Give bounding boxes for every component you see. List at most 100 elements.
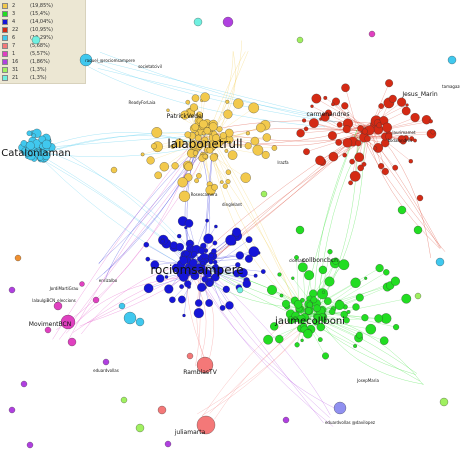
cluster-node[interactable] xyxy=(340,310,348,319)
outlier-node[interactable] xyxy=(8,406,16,414)
outlier-node[interactable] xyxy=(260,190,268,198)
outlier-node[interactable] xyxy=(196,356,214,374)
outlier-node[interactable] xyxy=(368,30,376,38)
cluster-node[interactable] xyxy=(385,79,394,88)
cluster-node[interactable] xyxy=(317,288,328,300)
cluster-node[interactable] xyxy=(346,310,351,314)
cluster-node[interactable] xyxy=(203,233,214,244)
cluster-node[interactable] xyxy=(242,279,251,288)
hub-core-node[interactable] xyxy=(292,317,299,323)
cluster-node[interactable] xyxy=(322,352,329,360)
cluster-node[interactable] xyxy=(361,128,368,135)
cluster-node[interactable] xyxy=(332,257,340,265)
outlier-node[interactable] xyxy=(14,254,22,262)
cluster-node[interactable] xyxy=(263,334,273,345)
cluster-node[interactable] xyxy=(357,125,364,132)
cluster-node[interactable] xyxy=(316,322,325,332)
cluster-node[interactable] xyxy=(224,149,229,153)
hub-core-node[interactable] xyxy=(195,263,203,271)
cluster-node[interactable] xyxy=(378,163,385,170)
cluster-node[interactable] xyxy=(303,148,310,156)
hub-core-node[interactable] xyxy=(198,247,206,255)
hub-core-node[interactable] xyxy=(219,132,227,140)
cluster-node[interactable] xyxy=(233,98,244,109)
outlier-node[interactable] xyxy=(20,380,28,388)
outlier-node[interactable] xyxy=(164,440,172,448)
cluster-node[interactable] xyxy=(211,248,217,254)
cluster-node[interactable] xyxy=(350,277,361,288)
cluster-node[interactable] xyxy=(223,109,233,119)
hub-core-node[interactable] xyxy=(175,268,182,275)
cluster-node[interactable] xyxy=(256,123,266,133)
hub-core-node[interactable] xyxy=(306,301,313,308)
hub-core-node[interactable] xyxy=(304,307,313,315)
cluster-node[interactable] xyxy=(378,103,385,109)
outlier-node[interactable] xyxy=(53,301,63,311)
cluster-node[interactable] xyxy=(342,125,351,134)
cluster-node[interactable] xyxy=(178,295,186,304)
cluster-node[interactable] xyxy=(159,162,169,172)
hub-core-node[interactable] xyxy=(206,146,214,154)
cluster-node[interactable] xyxy=(225,169,232,175)
cluster-node[interactable] xyxy=(219,305,226,311)
cluster-node[interactable] xyxy=(390,276,400,286)
cluster-node[interactable] xyxy=(294,255,299,260)
cluster-node[interactable] xyxy=(303,126,309,132)
cluster-node[interactable] xyxy=(375,264,384,273)
outlier-node[interactable] xyxy=(102,358,110,366)
cluster-node[interactable] xyxy=(244,254,253,263)
cluster-node[interactable] xyxy=(327,249,333,255)
cluster-node[interactable] xyxy=(382,122,392,133)
cluster-node[interactable] xyxy=(393,324,400,331)
cluster-node[interactable] xyxy=(143,241,150,248)
hub-core-node[interactable] xyxy=(206,280,213,287)
cluster-node[interactable] xyxy=(235,262,241,268)
cluster-node[interactable] xyxy=(310,104,314,108)
cluster-node[interactable] xyxy=(361,161,367,167)
outlier-node[interactable] xyxy=(31,35,41,45)
cluster-node[interactable] xyxy=(225,99,230,104)
hub-core-node[interactable] xyxy=(203,127,211,135)
hub-core-node[interactable] xyxy=(313,313,322,322)
cluster-node[interactable] xyxy=(211,183,218,191)
hub-core-node[interactable] xyxy=(179,272,189,282)
cluster-node[interactable] xyxy=(401,106,411,116)
cluster-node[interactable] xyxy=(177,177,188,188)
cluster-node[interactable] xyxy=(410,112,420,123)
outlier-node[interactable] xyxy=(118,302,126,310)
cluster-node[interactable] xyxy=(160,239,165,244)
cluster-node[interactable] xyxy=(296,129,305,138)
outlier-node[interactable] xyxy=(413,225,423,235)
cluster-node[interactable] xyxy=(189,103,198,112)
cluster-node[interactable] xyxy=(376,122,383,129)
outlier-node[interactable] xyxy=(120,396,128,404)
cluster-node[interactable] xyxy=(430,129,436,135)
outlier-node[interactable] xyxy=(333,401,347,415)
outlier-node[interactable] xyxy=(135,317,145,327)
cluster-node[interactable] xyxy=(349,158,355,165)
cluster-node[interactable] xyxy=(252,144,264,156)
hub-core-node[interactable] xyxy=(216,126,223,133)
hub-core-node[interactable] xyxy=(293,299,303,309)
outlier-node[interactable] xyxy=(295,225,305,235)
hub-core-node[interactable] xyxy=(211,273,220,282)
cluster-node[interactable] xyxy=(385,132,393,140)
cluster-node[interactable] xyxy=(150,143,157,150)
outlier-node[interactable] xyxy=(135,423,145,433)
cluster-node[interactable] xyxy=(182,313,186,318)
cluster-node[interactable] xyxy=(150,260,160,270)
outlier-node[interactable] xyxy=(439,397,449,407)
outlier-node[interactable] xyxy=(222,16,234,28)
cluster-node[interactable] xyxy=(383,269,390,276)
cluster-node[interactable] xyxy=(277,272,282,277)
hub-core-node[interactable] xyxy=(201,276,208,283)
cluster-node[interactable] xyxy=(194,299,203,307)
outlier-node[interactable] xyxy=(123,311,137,325)
outlier-node[interactable] xyxy=(110,166,118,174)
cluster-node[interactable] xyxy=(245,131,250,136)
cluster-node[interactable] xyxy=(196,173,202,179)
outlier-node[interactable] xyxy=(282,416,290,424)
cluster-node[interactable] xyxy=(304,270,315,281)
hub-core-node[interactable] xyxy=(183,250,190,257)
hub-core-node[interactable] xyxy=(208,253,214,259)
